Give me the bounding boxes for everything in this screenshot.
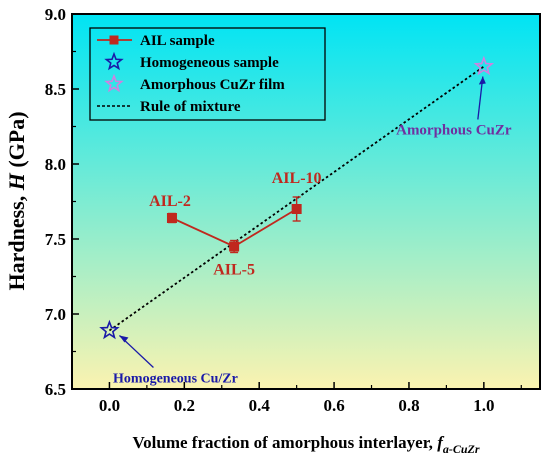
annotation-homogeneous-arrowhead (119, 335, 129, 343)
legend: AIL sample Homogeneous sample Amorphous … (89, 27, 326, 121)
y-axis-title: Hardness, H (GPa) (4, 111, 29, 290)
legend-homogeneous-label: Homogeneous sample (140, 55, 279, 71)
x-tick-label: 0.4 (249, 396, 271, 415)
homogeneous-data-point (99, 319, 120, 340)
annotation-homogeneous: Homogeneous Cu/Zr (113, 372, 238, 387)
legend-rule-label: Rule of mixture (140, 99, 241, 115)
annotation-ail-10: AIL-10 (272, 170, 322, 187)
annotation-amorphous: Amorphous CuZr (396, 123, 512, 139)
y-axis-title-symbol: H (4, 172, 29, 191)
x-axis-title-subscript: a-CuZr (443, 442, 480, 456)
x-axis-title-main: Volume fraction of amorphous interlayer, (132, 433, 437, 452)
legend-entry-amorphous: Amorphous CuZr film (104, 73, 285, 93)
y-tick-label: 9.0 (45, 5, 66, 24)
ail-data-point (166, 213, 177, 223)
legend-box (89, 27, 326, 121)
x-tick-label: 0.2 (174, 396, 195, 415)
x-tick-label: 0.6 (323, 396, 344, 415)
x-tick-label: 1.0 (473, 396, 494, 415)
y-axis-title-main: Hardness, (4, 190, 29, 290)
y-tick-label: 7.0 (45, 305, 66, 324)
rule-of-mixture-line (108, 65, 485, 332)
y-tick-label: 8.0 (45, 155, 66, 174)
x-tick-label: 0.0 (99, 396, 120, 415)
y-tick-label: 6.5 (45, 380, 66, 399)
legend-ail-marker (109, 35, 119, 45)
annotation-layer: AIL-2 AIL-5 AIL-10 Amorphous CuZr Homogeneou… (113, 76, 512, 387)
amorphous-data-point (473, 55, 495, 76)
ail-data-point (291, 204, 302, 214)
ail-data-point (229, 241, 240, 252)
annotation-ail-2: AIL-2 (149, 193, 191, 210)
y-tick-label: 8.5 (45, 80, 66, 99)
legend-ail-label: AIL sample (140, 33, 215, 49)
legend-entry-homogeneous: Homogeneous sample (104, 51, 279, 71)
annotation-amorphous-arrowhead (478, 76, 486, 85)
x-axis-title-symbol: f (437, 433, 445, 452)
plot-background (72, 14, 540, 389)
annotation-ail-5: AIL-5 (213, 262, 255, 279)
legend-amorphous-label: Amorphous CuZr film (140, 77, 285, 93)
x-tick-label: 0.8 (398, 396, 419, 415)
y-axis-title-unit: (GPa) (4, 111, 29, 173)
legend-star-icon (104, 51, 124, 71)
plot-frame (71, 13, 541, 390)
y-tick-label: 7.5 (45, 230, 66, 249)
tick-labels-group: 0.0 0.2 0.4 0.6 0.8 1.0 6.5 7.0 7.5 8.0 8.5 9.0 (45, 5, 495, 415)
x-axis-title: Volume fraction of amorphous interlayer,… (132, 433, 479, 456)
legend-entry-ail: AIL sample (97, 33, 215, 49)
legend-entry-rule: Rule of mixture (97, 99, 241, 115)
legend-star-icon (104, 73, 124, 93)
series-layer (99, 55, 495, 340)
